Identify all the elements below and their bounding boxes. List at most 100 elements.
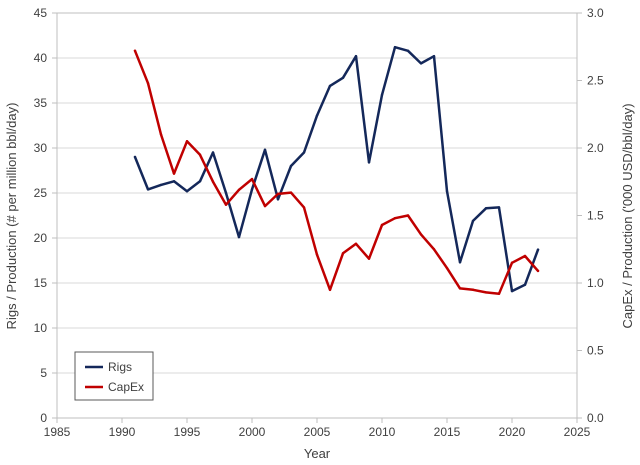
x-tick-label: 1985	[44, 425, 71, 439]
series-lines	[133, 45, 540, 296]
capex-point	[328, 288, 332, 291]
left-tick-label: 0	[40, 411, 47, 425]
rigs-point	[328, 84, 332, 88]
rigs-point	[263, 148, 267, 151]
capex-point	[250, 177, 254, 181]
rigs-point	[302, 151, 306, 154]
legend: Rigs CapEx	[74, 351, 154, 401]
capex-point	[185, 140, 189, 143]
capex-point	[432, 248, 436, 251]
x-tick-label: 2010	[369, 425, 396, 439]
x-tick-label: 1990	[109, 425, 136, 439]
left-tick-label: 15	[34, 276, 48, 290]
capex-point	[497, 292, 501, 295]
capex-point	[354, 242, 358, 246]
capex-point	[133, 49, 137, 52]
rigs-point	[289, 164, 293, 168]
left-tick-label: 30	[34, 141, 48, 155]
x-tick-label: 1995	[174, 425, 201, 439]
rigs-point	[510, 289, 514, 293]
right-axis-ticks: 0.0 0.5 1.0 1.5 2.0 2.5 3.0	[577, 6, 604, 425]
capex-point	[263, 204, 267, 208]
right-tick-label: 2.0	[587, 141, 604, 155]
capex-point	[198, 153, 202, 156]
capex-point	[523, 254, 527, 258]
rigs-point	[406, 49, 410, 52]
rigs-point	[276, 198, 280, 201]
rigs-point	[211, 151, 215, 154]
rigs-point	[159, 183, 163, 187]
right-tick-label: 2.5	[587, 74, 604, 88]
capex-point	[315, 253, 319, 256]
left-axis-ticks: 0 5 10 15 20 25 30 35 40 45	[34, 6, 57, 425]
rigs-point	[497, 206, 501, 209]
capex-point	[380, 223, 384, 227]
rigs-series-line	[133, 45, 540, 293]
rigs-point	[315, 114, 319, 117]
capex-point	[367, 257, 371, 260]
rigs-point	[250, 188, 254, 191]
rigs-point	[133, 155, 137, 159]
capex-point	[419, 233, 423, 236]
legend-box	[74, 351, 154, 401]
rigs-point	[536, 248, 540, 251]
rigs-point	[198, 180, 202, 183]
rigs-point	[523, 283, 527, 286]
x-axis-ticks: 1985 1990 1995 2000 2005 2010 2015 2020 2025	[44, 418, 591, 439]
capex-point	[224, 203, 228, 206]
capex-point	[276, 192, 280, 196]
rigs-point	[367, 161, 371, 164]
rigs-point	[146, 188, 150, 191]
right-tick-label: 0.0	[587, 411, 604, 425]
rigs-point	[445, 190, 449, 193]
legend-rigs-label: Rigs	[108, 360, 132, 374]
right-tick-label: 1.0	[587, 276, 604, 290]
capex-series-line	[133, 49, 540, 296]
capex-point	[289, 191, 293, 194]
x-tick-label: 2020	[499, 425, 526, 439]
capex-point	[536, 269, 540, 273]
gridlines	[57, 57, 577, 374]
rigs-point	[419, 62, 423, 65]
legend-capex-label: CapEx	[108, 380, 144, 394]
x-tick-label: 2000	[239, 425, 266, 439]
rigs-point	[432, 55, 436, 58]
left-tick-label: 25	[34, 186, 48, 200]
capex-point	[237, 188, 241, 192]
rigs-point	[471, 219, 475, 223]
right-tick-label: 0.5	[587, 344, 604, 358]
left-tick-label: 45	[34, 6, 48, 20]
capex-point	[341, 252, 345, 255]
rigs-point	[354, 55, 358, 58]
left-tick-label: 10	[34, 321, 48, 335]
left-tick-label: 40	[34, 51, 48, 65]
capex-point	[172, 172, 176, 175]
rigs-point	[484, 207, 488, 210]
x-tick-label: 2015	[434, 425, 461, 439]
capex-point	[445, 266, 449, 270]
capex-point	[302, 206, 306, 209]
capex-point	[484, 291, 488, 294]
capex-point	[510, 261, 514, 264]
rigs-point	[224, 191, 228, 195]
rigs-point	[185, 190, 189, 193]
left-tick-label: 20	[34, 231, 48, 245]
right-axis-title: CapEx / Production ('000 USD/bbl/day)	[620, 103, 635, 328]
right-tick-label: 1.5	[587, 209, 604, 223]
rigs-point	[237, 235, 241, 239]
capex-point	[146, 82, 150, 85]
rigs-point	[393, 46, 397, 49]
capex-point	[406, 214, 410, 217]
right-tick-label: 3.0	[587, 6, 604, 20]
rigs-point	[341, 76, 345, 80]
capex-point	[471, 288, 475, 291]
left-tick-label: 5	[40, 366, 47, 380]
capex-point	[159, 133, 163, 136]
capex-point	[211, 180, 215, 183]
left-axis-title: Rigs / Production (# per million bbl/day…	[4, 103, 19, 330]
rigs-point	[458, 261, 462, 264]
rigs-point	[380, 93, 384, 97]
x-tick-label: 2005	[304, 425, 331, 439]
left-tick-label: 35	[34, 96, 48, 110]
